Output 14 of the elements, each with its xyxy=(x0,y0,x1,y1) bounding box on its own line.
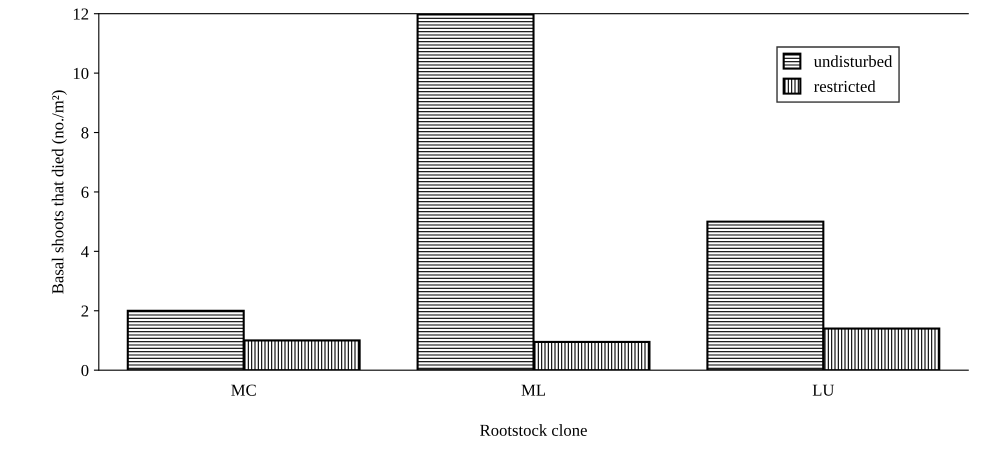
x-tick-label: ML xyxy=(522,384,546,396)
y-tick-label: 0 xyxy=(81,364,88,376)
x-axis-title: Rootstock clone xyxy=(480,424,587,436)
y-axis-title: Basal shoots that died (no./m²) xyxy=(52,90,67,294)
x-tick-label: LU xyxy=(812,384,834,396)
y-tick-label: 2 xyxy=(81,306,88,317)
legend-label: undisturbed xyxy=(814,55,892,67)
y-tick-label: 12 xyxy=(74,8,88,20)
legend-label: restricted xyxy=(814,80,876,92)
y-tick-label: 10 xyxy=(74,68,88,80)
y-tick-label: 6 xyxy=(81,186,89,198)
y-tick-label: 8 xyxy=(81,127,88,138)
y-tick-label: 4 xyxy=(81,246,89,258)
x-tick-label: MC xyxy=(231,384,256,396)
